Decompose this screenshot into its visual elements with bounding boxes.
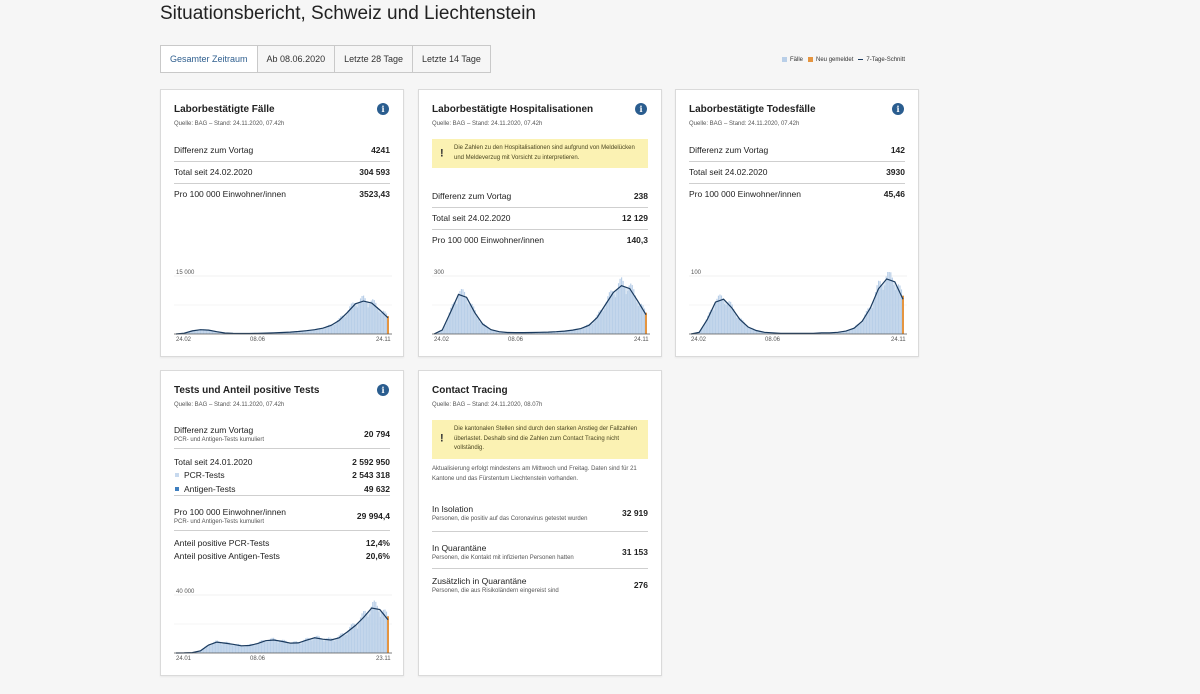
chart-legend: Fälle Neu gemeldet 7-Tage-Schnitt (782, 57, 905, 63)
row-per100k: Pro 100 000 Einwohner/innen 45,46 (689, 189, 905, 199)
x-tick-label: 08.06 (250, 337, 266, 343)
legend-avg: 7-Tage-Schnitt (858, 57, 905, 63)
time-range-selector: Gesamter Zeitraum Ab 08.06.2020 Letzte 2… (160, 45, 491, 73)
row-total: Total seit 24.02.2020 12 129 (432, 207, 648, 230)
avg-line (175, 607, 389, 654)
card-source: Quelle: BAG – Stand: 24.11.2020, 07.42h (689, 121, 800, 127)
antigen-color-icon (175, 486, 179, 491)
row-diff: Differenz zum Vortag 238 (432, 185, 648, 208)
hospitalisations-chart: 300 24.02 08.06 24.11 (432, 270, 650, 343)
card-contact-tracing: Contact Tracing Quelle: BAG – Stand: 24.… (418, 370, 662, 676)
row-diff: Differenz zum Vortag 4241 (174, 139, 390, 162)
y-max-label: 300 (434, 270, 445, 276)
range-28-days-button[interactable]: Letzte 28 Tage (334, 45, 413, 73)
row-total: Total seit 24.02.2020 3930 (689, 161, 905, 184)
avg-line (175, 300, 389, 335)
row-pos-pcr: Anteil positive PCR-Tests 12,4% (174, 538, 390, 548)
card-cases: Laborbestätigte Fälle Quelle: BAG – Stan… (160, 89, 404, 357)
info-icon[interactable]: i (635, 103, 647, 115)
info-icon[interactable]: i (377, 384, 389, 396)
cases-chart: 15 000 24.02 08.06 24.11 (174, 270, 392, 343)
x-tick-label: 08.06 (765, 337, 781, 343)
card-source: Quelle: BAG – Stand: 24.11.2020, 07.42h (174, 402, 285, 408)
range-14-days-button[interactable]: Letzte 14 Tage (411, 45, 491, 73)
row-total: Total seit 24.02.2020 304 593 (174, 161, 390, 184)
row-per100k: Pro 100 000 Einwohner/innen PCR- und Anti… (174, 501, 390, 531)
info-icon[interactable]: i (377, 103, 389, 115)
x-tick-label: 24.11 (634, 337, 649, 343)
exclamation-icon: ! (440, 432, 444, 445)
y-max-label: 15 000 (176, 270, 195, 276)
card-title: Laborbestätigte Hospitalisationen (432, 104, 594, 115)
tests-chart: 40 000 24.01 08.06 23.11 (174, 589, 392, 662)
deaths-chart: 100 24.02 08.06 24.11 (689, 270, 907, 343)
row-per100k: Pro 100 000 Einwohner/innen 3523,43 (174, 189, 390, 199)
area (176, 301, 388, 334)
y-max-label: 100 (691, 270, 702, 276)
row-pcr: PCR-Tests 2 543 318 (174, 469, 390, 481)
x-tick-label: 08.06 (508, 337, 524, 343)
x-tick-label: 24.02 (176, 337, 192, 343)
card-title: Tests und Anteil positive Tests (174, 385, 320, 396)
x-tick-label: 23.11 (376, 656, 391, 662)
page-title: Situationsbericht, Schweiz und Liechtens… (160, 3, 537, 24)
card-tests: Tests und Anteil positive Tests Quelle: … (160, 370, 404, 676)
x-tick-label: 24.11 (376, 337, 391, 343)
update-note: Aktualisierung erfolgt mindestens am Mit… (432, 466, 637, 482)
row-total: Total seit 24.01.2020 2 592 950 (174, 457, 390, 467)
new-reported-bar (387, 316, 389, 334)
area (176, 608, 388, 653)
card-hospitalisations: Laborbestätigte Hospitalisationen Quelle… (418, 89, 662, 357)
new-reported-bar (902, 295, 904, 334)
x-tick-label: 24.02 (691, 337, 707, 343)
range-all-button[interactable]: Gesamter Zeitraum (160, 45, 258, 73)
row-extra-quarantine: Zusätzlich in Quarantäne Personen, die au… (432, 576, 648, 594)
legend-new: Neu gemeldet (808, 57, 853, 63)
card-source: Quelle: BAG – Stand: 24.11.2020, 07.42h (174, 121, 285, 127)
row-pos-antigen: Anteil positive Antigen-Tests 20,6% (174, 551, 390, 561)
card-title: Laborbestätigte Todesfälle (689, 104, 816, 115)
card-source: Quelle: BAG – Stand: 24.11.2020, 08.07h (432, 402, 543, 408)
row-per100k: Pro 100 000 Einwohner/innen 140,3 (432, 235, 648, 245)
row-diff: Differenz zum Vortag PCR- und Antigen-Tes… (174, 420, 390, 449)
info-icon[interactable]: i (892, 103, 904, 115)
avg-line (433, 285, 647, 335)
pcr-color-icon (175, 473, 179, 477)
card-title: Laborbestätigte Fälle (174, 104, 275, 115)
x-tick-label: 24.01 (176, 656, 192, 662)
x-tick-label: 24.02 (434, 337, 450, 343)
x-tick-label: 08.06 (250, 656, 266, 662)
new-reported-bar (387, 616, 389, 653)
area (434, 285, 646, 334)
row-antigen: Antigen-Tests 49 632 (174, 482, 390, 496)
avg-line (690, 278, 904, 335)
new-reported-bar (645, 312, 647, 334)
x-tick-label: 24.11 (891, 337, 906, 343)
y-max-label: 40 000 (176, 589, 195, 595)
row-isolation: In Isolation Personen, die positiv auf da… (432, 495, 648, 532)
row-quarantine: In Quarantäne Personen, die Kontakt mit i… (432, 536, 648, 569)
card-source: Quelle: BAG – Stand: 24.11.2020, 07.42h (432, 121, 543, 127)
row-diff: Differenz zum Vortag 142 (689, 139, 905, 162)
range-since-0806-button[interactable]: Ab 08.06.2020 (256, 45, 336, 73)
warning-box: ! Die kantonalen Stellen sind durch den s… (432, 420, 648, 459)
legend-cases: Fälle (782, 57, 803, 63)
card-title: Contact Tracing (432, 385, 508, 396)
warning-box: ! Die Zahlen zu den Hospitalisationen sin… (432, 139, 648, 168)
exclamation-icon: ! (440, 146, 444, 159)
card-deaths: Laborbestätigte Todesfälle Quelle: BAG –… (675, 89, 919, 357)
area (691, 278, 903, 334)
